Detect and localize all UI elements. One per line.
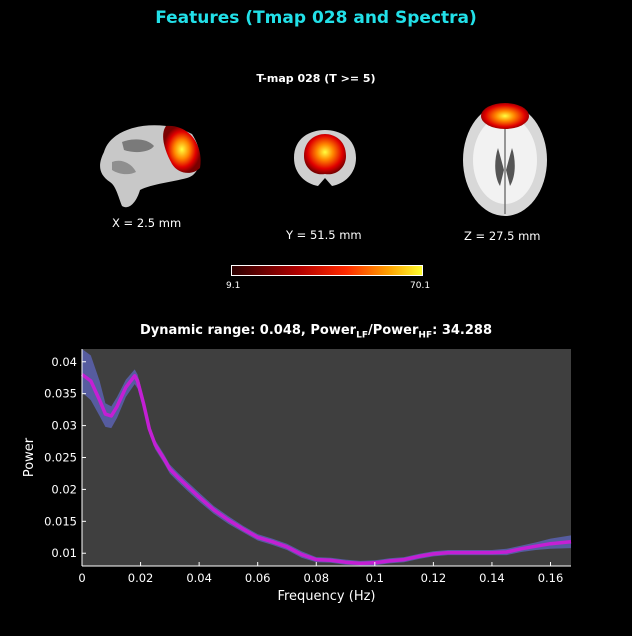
coronal-slice-image (294, 130, 356, 186)
plot-area (82, 349, 571, 566)
x-tick-label: 0.1 (366, 571, 384, 585)
x-tick-label: 0.08 (303, 571, 329, 585)
colorbar-max-label: 70.1 (410, 281, 431, 291)
spectrum-title: Dynamic range: 0.048, PowerLF/PowerHF: 3… (139, 323, 492, 341)
y-tick-label: 0.04 (51, 355, 77, 369)
sagittal-coordinate-label: X = 2.5 mm (112, 216, 182, 230)
x-tick-label: 0.02 (128, 571, 154, 585)
y-tick-label: 0.01 (51, 546, 77, 560)
y-tick-label: 0.035 (44, 387, 77, 401)
colorbar-min-label: 9.1 (226, 281, 241, 291)
x-tick-label: 0 (78, 571, 85, 585)
y-tick-label: 0.015 (44, 514, 77, 528)
x-axis-label: Frequency (Hz) (277, 589, 375, 604)
mean-power-line (80, 373, 572, 566)
x-tick-label: 0.12 (421, 571, 447, 585)
x-tick-label: 0.04 (186, 571, 212, 585)
colorbar (231, 265, 423, 276)
figure-title: Features (Tmap 028 and Spectra) (155, 8, 477, 28)
tmap-title: T-map 028 (T >= 5) (256, 72, 376, 85)
sagittal-slice-image (100, 125, 201, 208)
y-tick-label: 0.02 (51, 482, 77, 496)
axial-slice-image (463, 103, 547, 216)
x-tick-label: 0.16 (538, 571, 564, 585)
y-axis-label: Power (22, 437, 37, 477)
coronal-coordinate-label: Y = 51.5 mm (286, 228, 362, 242)
y-tick-label: 0.025 (44, 451, 77, 465)
y-tick-label: 0.03 (51, 419, 77, 433)
x-tick-label: 0.06 (245, 571, 271, 585)
x-tick-label: 0.14 (479, 571, 505, 585)
axial-coordinate-label: Z = 27.5 mm (464, 229, 541, 243)
